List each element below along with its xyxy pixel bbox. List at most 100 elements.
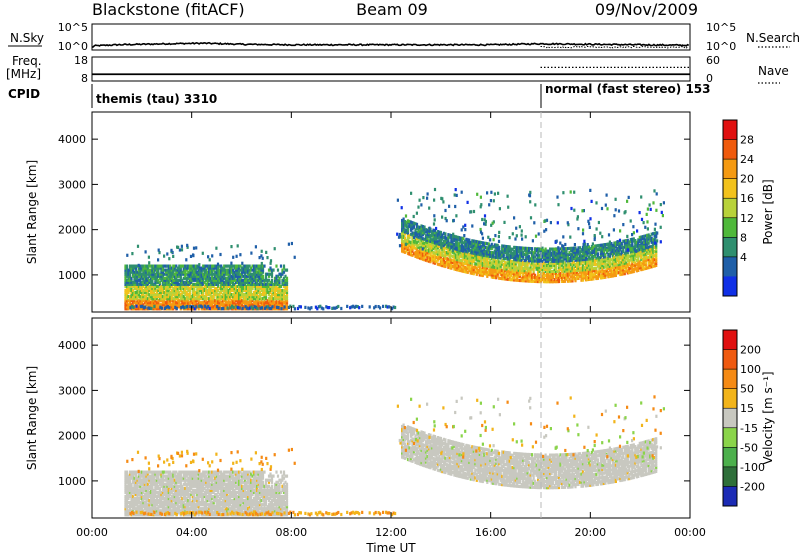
power-cell-509 xyxy=(163,293,166,297)
power-cell-1131 xyxy=(211,280,214,284)
power-cell-924 xyxy=(194,266,197,270)
power-cell-702 xyxy=(178,299,181,303)
power-cell-4766 xyxy=(531,239,534,243)
power-cell-1426 xyxy=(233,270,236,274)
power-cell-988 xyxy=(200,297,203,301)
power-cell-2433 xyxy=(429,260,432,264)
power-cell-2147 xyxy=(349,306,352,310)
power-cell-778 xyxy=(184,290,187,295)
power-cell-107 xyxy=(131,282,135,286)
power-cell-4725 xyxy=(460,228,463,232)
power-cell-4893 xyxy=(549,221,552,225)
power-cell-1362 xyxy=(229,280,232,284)
power-cell-1800 xyxy=(261,266,265,270)
power-cell-1304 xyxy=(224,284,227,288)
power-cell-4678 xyxy=(641,249,644,253)
power-cell-2474 xyxy=(432,234,435,238)
power-cell-2465 xyxy=(432,255,435,259)
power-cell-1987 xyxy=(281,303,284,307)
power-cell-4721 xyxy=(448,204,451,208)
power-cell-2272 xyxy=(411,231,414,235)
power-cell-2421 xyxy=(427,251,431,255)
power-cell-4670 xyxy=(444,208,447,213)
power-cell-1777 xyxy=(260,276,263,280)
power-cell-1214 xyxy=(217,268,220,272)
power-cell-740 xyxy=(181,297,184,301)
power-cell-2436 xyxy=(429,254,432,258)
power-cell-1741 xyxy=(257,272,260,276)
power-cell-4874 xyxy=(398,244,402,248)
power-cell-1538 xyxy=(242,284,245,288)
power-cell-187 xyxy=(137,272,140,276)
power-cell-1038 xyxy=(203,268,206,272)
power-cell-4849 xyxy=(626,234,629,238)
power-cell-1592 xyxy=(247,297,250,301)
power-cell-987 xyxy=(200,301,203,305)
power-cell-2510 xyxy=(436,254,439,258)
power-cell-1897 xyxy=(272,301,275,305)
power-cell-470 xyxy=(160,293,163,297)
power-cell-1383 xyxy=(230,276,233,280)
power-cell-1615 xyxy=(248,293,251,297)
power-cell-175 xyxy=(137,305,140,309)
power-cell-2349 xyxy=(420,242,423,246)
power-cell-1539 xyxy=(242,282,245,286)
power-cell-4780 xyxy=(428,229,431,233)
power-cell-531 xyxy=(164,282,167,286)
power-cell-207 xyxy=(139,274,142,278)
power-cell-722 xyxy=(179,293,182,297)
power-cell-1960 xyxy=(278,295,281,299)
power-cell-610 xyxy=(170,288,173,293)
power-cell-2413 xyxy=(426,236,429,240)
power-cell-82 xyxy=(130,295,133,299)
power-cell-930 xyxy=(196,295,199,299)
power-cell-588 xyxy=(169,295,172,299)
power-cell-1774 xyxy=(260,282,263,286)
power-cell-2381 xyxy=(423,245,426,250)
power-cell-1422 xyxy=(233,278,236,282)
power-cell-1346 xyxy=(227,274,230,278)
power-cell-1027 xyxy=(203,299,206,303)
power-cell-1417 xyxy=(233,290,236,295)
power-cell-227 xyxy=(140,274,143,278)
power-cell-1394 xyxy=(232,297,235,301)
power-cell-1806 xyxy=(263,299,266,303)
power-cell-2102 xyxy=(249,306,252,310)
power-cell-4702 xyxy=(420,203,423,207)
power-cell-205 xyxy=(139,278,142,282)
power-cell-245 xyxy=(142,276,145,280)
power-cell-1627 xyxy=(248,268,251,272)
power-cell-2264 xyxy=(411,247,414,251)
power-cell-653 xyxy=(173,278,176,282)
power-cell-1727 xyxy=(257,305,260,309)
power-cell-495 xyxy=(161,276,164,280)
power-cell-53 xyxy=(127,278,130,282)
power-cell-2503 xyxy=(435,237,438,241)
power-cell-2408 xyxy=(426,248,429,253)
power-cell-2269 xyxy=(411,237,414,241)
power-cell-347 xyxy=(149,264,152,268)
power-cell-1864 xyxy=(269,299,272,303)
power-cell-1583 xyxy=(245,274,248,278)
power-cell-1248 xyxy=(220,274,223,278)
power-cell-1215 xyxy=(217,266,220,270)
power-cell-779 xyxy=(184,288,187,293)
power-cell-2123 xyxy=(293,307,296,311)
power-cell-4899 xyxy=(265,250,268,254)
power-cell-2592 xyxy=(444,232,447,236)
power-cell-853 xyxy=(190,297,193,301)
power-cell-1363 xyxy=(229,278,232,282)
power-cell-328 xyxy=(148,264,151,268)
power-cell-132 xyxy=(133,266,136,270)
noise-search-line xyxy=(540,45,689,49)
power-cell-142 xyxy=(134,286,138,291)
power-cell-4947 xyxy=(293,255,296,259)
power-cell-170 xyxy=(136,274,139,278)
power-cell-343 xyxy=(149,274,152,278)
power-cell-66 xyxy=(128,284,132,288)
power-cell-2217 xyxy=(405,239,408,243)
power-cell-1759 xyxy=(258,274,262,278)
power-cell-572 xyxy=(167,282,170,286)
power-cell-91 xyxy=(130,276,133,280)
power-cell-150 xyxy=(134,270,138,274)
